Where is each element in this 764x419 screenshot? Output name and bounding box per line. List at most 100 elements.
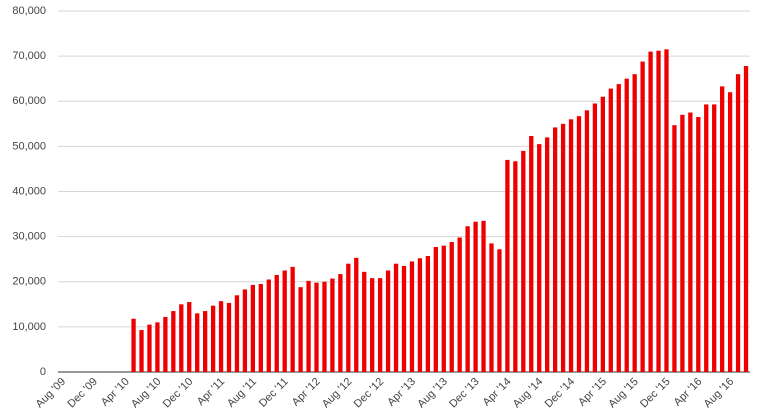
y-tick-label: 0 [40, 366, 46, 378]
bar [218, 301, 224, 372]
bar [226, 302, 232, 372]
bar [425, 256, 431, 372]
x-tick-label: Apr '15 [576, 376, 609, 409]
bar [616, 84, 621, 372]
bar [727, 92, 733, 372]
x-tick-label: Dec '15 [638, 376, 673, 411]
bar [314, 282, 319, 372]
bar [409, 261, 415, 372]
x-tick-label: Aug '09 [34, 376, 69, 411]
x-tick-label: Dec '14 [543, 376, 578, 411]
bar [282, 270, 287, 372]
x-tick-label: Dec '12 [352, 376, 387, 411]
bar [696, 117, 701, 372]
bar [242, 289, 248, 372]
x-tick-label: Dec '09 [65, 376, 100, 411]
bar [560, 123, 566, 372]
bar [743, 66, 749, 373]
x-tick-label: Aug '12 [320, 376, 355, 411]
bar [640, 61, 645, 372]
bar [346, 263, 351, 372]
y-tick-label: 70,000 [12, 50, 46, 62]
bar [147, 324, 152, 372]
bar [688, 112, 693, 372]
bar [274, 274, 279, 372]
bar [457, 237, 462, 372]
bar [250, 284, 256, 372]
x-tick-label: Apr '11 [195, 376, 227, 408]
x-tick-label: Aug '13 [415, 376, 450, 411]
bar [163, 316, 168, 372]
y-tick-label: 50,000 [12, 140, 46, 152]
bar [672, 125, 677, 372]
y-tick-label: 80,000 [12, 5, 46, 17]
bar [513, 161, 518, 372]
bar [704, 104, 709, 372]
bar [354, 257, 359, 372]
bar [600, 96, 605, 373]
bar [497, 249, 502, 372]
bar [664, 49, 669, 372]
bar [712, 104, 717, 372]
x-tick-label: Apr '10 [99, 376, 132, 409]
y-tick-label: 60,000 [12, 95, 46, 107]
bar [290, 266, 295, 372]
bar [417, 258, 423, 372]
y-tick-label: 10,000 [12, 321, 46, 333]
bar [568, 119, 574, 372]
bar [258, 284, 263, 372]
bar [481, 220, 486, 372]
bar [370, 278, 375, 372]
bar [735, 74, 741, 373]
bar [656, 50, 661, 373]
bar [195, 313, 200, 372]
bar [592, 103, 598, 372]
y-tick-label: 30,000 [12, 231, 46, 243]
bar [441, 245, 446, 372]
bar [298, 287, 303, 372]
x-tick-label: Apr '12 [290, 376, 323, 409]
bar [632, 74, 637, 373]
bar [608, 88, 613, 373]
x-tick-label: Dec '13 [447, 376, 482, 411]
bar [179, 304, 184, 372]
bar [552, 127, 558, 372]
bar [330, 278, 335, 372]
bar [505, 159, 510, 372]
bar [362, 271, 367, 372]
x-tick-label: Aug '15 [606, 376, 641, 411]
bar [680, 114, 685, 372]
bar [139, 330, 144, 372]
bar [306, 280, 311, 372]
bar [489, 243, 494, 372]
bar [171, 311, 176, 372]
bar [624, 78, 629, 372]
bar [584, 110, 590, 373]
bar [338, 274, 343, 372]
bar [266, 279, 271, 372]
x-tick-label: Aug '16 [702, 376, 737, 411]
bar [433, 247, 438, 372]
bar [377, 278, 383, 372]
bar [720, 86, 725, 372]
bar [131, 318, 136, 372]
bar [465, 226, 470, 372]
bar [234, 295, 240, 372]
bar [322, 281, 327, 372]
x-tick-label: Dec '10 [161, 376, 196, 411]
bar [529, 135, 534, 372]
bar [521, 150, 526, 372]
x-tick-label: Aug '10 [129, 376, 164, 411]
bar [385, 270, 391, 372]
bar [203, 311, 208, 372]
y-tick-label: 20,000 [12, 276, 46, 288]
bar [537, 144, 542, 372]
bar [393, 263, 399, 372]
bar [449, 242, 454, 372]
bar [155, 322, 160, 372]
bar [473, 221, 478, 372]
x-tick-label: Aug '11 [225, 376, 259, 410]
x-tick-label: Dec '11 [257, 376, 291, 410]
bar [576, 116, 582, 372]
